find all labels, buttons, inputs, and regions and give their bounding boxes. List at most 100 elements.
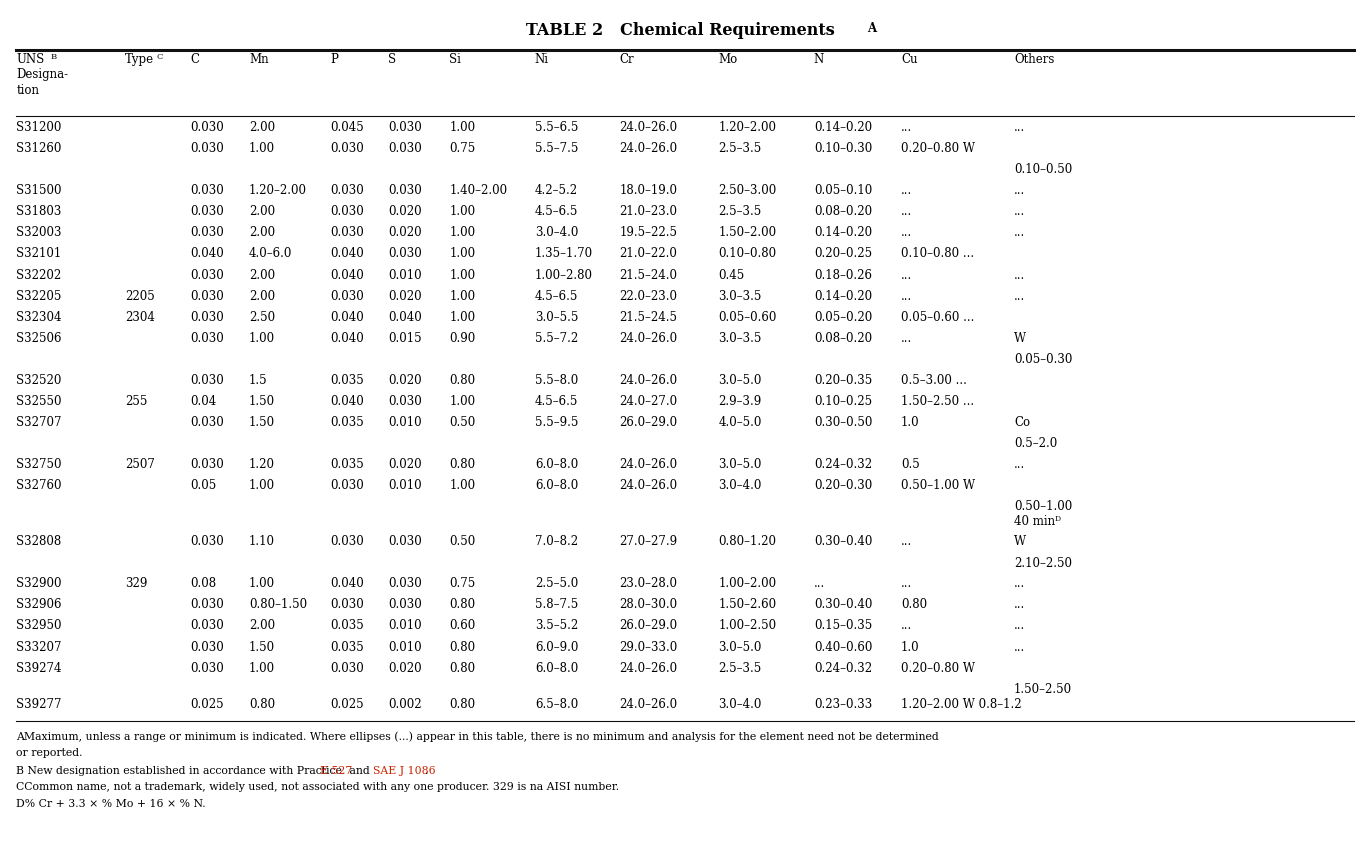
Text: 0.08–0.20: 0.08–0.20: [814, 205, 872, 218]
Text: S32506: S32506: [16, 332, 61, 345]
Text: 5.5–7.5: 5.5–7.5: [535, 142, 578, 156]
Text: 0.030: 0.030: [191, 662, 225, 675]
Text: 0.030: 0.030: [191, 598, 225, 612]
Text: 0.04: 0.04: [191, 394, 216, 408]
Text: 1.20–2.00 W 0.8–1.2: 1.20–2.00 W 0.8–1.2: [901, 698, 1022, 711]
Text: 1.20–2.00: 1.20–2.00: [719, 121, 777, 134]
Text: Cu: Cu: [901, 53, 917, 66]
Text: 0.05–0.60 ...: 0.05–0.60 ...: [901, 311, 974, 324]
Text: 0.20–0.80 W: 0.20–0.80 W: [901, 662, 974, 675]
Text: 27.0–27.9: 27.0–27.9: [619, 535, 678, 548]
Text: 40 minᴰ: 40 minᴰ: [1014, 515, 1062, 529]
Text: 0.80: 0.80: [901, 598, 927, 612]
Text: S32906: S32906: [16, 598, 61, 612]
Text: S31260: S31260: [16, 142, 61, 156]
Text: S32205: S32205: [16, 290, 61, 303]
Text: 4.5–6.5: 4.5–6.5: [535, 394, 578, 408]
Text: 21.0–23.0: 21.0–23.0: [619, 205, 678, 218]
Text: 0.040: 0.040: [331, 332, 365, 345]
Text: 1.00: 1.00: [249, 478, 275, 492]
Text: 0.020: 0.020: [388, 290, 422, 303]
Text: ...: ...: [1014, 226, 1025, 240]
Text: 0.50: 0.50: [449, 416, 475, 429]
Text: W: W: [1014, 332, 1026, 345]
Text: ...: ...: [901, 205, 912, 218]
Text: S39274: S39274: [16, 662, 61, 675]
Text: 5.5–6.5: 5.5–6.5: [535, 121, 578, 134]
Text: 3.0–3.5: 3.0–3.5: [719, 290, 762, 303]
Text: 1.20–2.00: 1.20–2.00: [249, 183, 308, 197]
Text: 0.040: 0.040: [331, 311, 365, 324]
Text: S32550: S32550: [16, 394, 61, 408]
Text: Si: Si: [449, 53, 461, 66]
Text: 0.5–2.0: 0.5–2.0: [1014, 437, 1057, 451]
Text: 0.14–0.20: 0.14–0.20: [814, 226, 872, 240]
Text: 28.0–30.0: 28.0–30.0: [619, 598, 678, 612]
Text: 0.020: 0.020: [388, 205, 422, 218]
Text: 0.030: 0.030: [191, 290, 225, 303]
Text: S32520: S32520: [16, 374, 61, 387]
Text: 0.040: 0.040: [388, 311, 422, 324]
Text: ...: ...: [814, 577, 825, 590]
Text: 0.23–0.33: 0.23–0.33: [814, 698, 872, 711]
Text: 0.035: 0.035: [331, 374, 365, 387]
Text: 2.00: 2.00: [249, 268, 275, 282]
Text: 0.10–0.30: 0.10–0.30: [814, 142, 872, 156]
Text: 1.50: 1.50: [249, 416, 275, 429]
Text: CCommon name, not a trademark, widely used, not associated with any one producer: CCommon name, not a trademark, widely us…: [16, 782, 619, 792]
Text: 2.5–3.5: 2.5–3.5: [719, 205, 762, 218]
Text: 0.030: 0.030: [191, 311, 225, 324]
Text: 0.040: 0.040: [331, 577, 365, 590]
Text: 21.5–24.0: 21.5–24.0: [619, 268, 678, 282]
Text: 0.040: 0.040: [331, 394, 365, 408]
Text: 0.020: 0.020: [388, 226, 422, 240]
Text: 0.18–0.26: 0.18–0.26: [814, 268, 872, 282]
Text: 2205: 2205: [125, 290, 155, 303]
Text: S32304: S32304: [16, 311, 61, 324]
Text: 1.00: 1.00: [449, 247, 475, 260]
Text: 0.20–0.80 W: 0.20–0.80 W: [901, 142, 974, 156]
Text: 18.0–19.0: 18.0–19.0: [619, 183, 678, 197]
Text: 0.030: 0.030: [191, 183, 225, 197]
Text: 2.5–5.0: 2.5–5.0: [535, 577, 578, 590]
Text: 0.020: 0.020: [388, 662, 422, 675]
Text: 1.00–2.80: 1.00–2.80: [535, 268, 593, 282]
Text: 3.5–5.2: 3.5–5.2: [535, 619, 578, 632]
Text: 6.5–8.0: 6.5–8.0: [535, 698, 578, 711]
Text: 26.0–29.0: 26.0–29.0: [619, 619, 678, 632]
Text: 0.80: 0.80: [449, 640, 475, 654]
Text: 0.05–0.60: 0.05–0.60: [719, 311, 777, 324]
Text: 1.00: 1.00: [449, 205, 475, 218]
Text: 255: 255: [125, 394, 147, 408]
Text: 26.0–29.0: 26.0–29.0: [619, 416, 678, 429]
Text: 0.030: 0.030: [388, 577, 422, 590]
Text: 0.05–0.10: 0.05–0.10: [814, 183, 872, 197]
Text: 2.00: 2.00: [249, 619, 275, 632]
Text: 0.025: 0.025: [191, 698, 225, 711]
Text: or reported.: or reported.: [16, 747, 83, 758]
Text: 0.80–1.50: 0.80–1.50: [249, 598, 308, 612]
Text: 1.00: 1.00: [449, 394, 475, 408]
Text: 0.80: 0.80: [449, 458, 475, 471]
Text: E 527: E 527: [320, 766, 352, 776]
Text: 0.30–0.40: 0.30–0.40: [814, 598, 872, 612]
Text: 19.5–22.5: 19.5–22.5: [619, 226, 678, 240]
Text: ...: ...: [1014, 205, 1025, 218]
Text: 0.030: 0.030: [331, 290, 365, 303]
Text: 0.035: 0.035: [331, 640, 365, 654]
Text: 0.030: 0.030: [191, 121, 225, 134]
Text: 4.5–6.5: 4.5–6.5: [535, 290, 578, 303]
Text: 0.035: 0.035: [331, 619, 365, 632]
Text: 0.24–0.32: 0.24–0.32: [814, 458, 872, 471]
Text: 3.0–3.5: 3.0–3.5: [719, 332, 762, 345]
Text: 1.00: 1.00: [449, 268, 475, 282]
Text: S32003: S32003: [16, 226, 61, 240]
Text: 24.0–26.0: 24.0–26.0: [619, 458, 678, 471]
Text: S: S: [388, 53, 396, 66]
Text: 1.00: 1.00: [249, 662, 275, 675]
Text: 0.30–0.40: 0.30–0.40: [814, 535, 872, 548]
Text: ...: ...: [901, 268, 912, 282]
Text: ...: ...: [901, 577, 912, 590]
Text: 4.0–5.0: 4.0–5.0: [719, 416, 762, 429]
Text: 3.0–5.0: 3.0–5.0: [719, 374, 762, 387]
